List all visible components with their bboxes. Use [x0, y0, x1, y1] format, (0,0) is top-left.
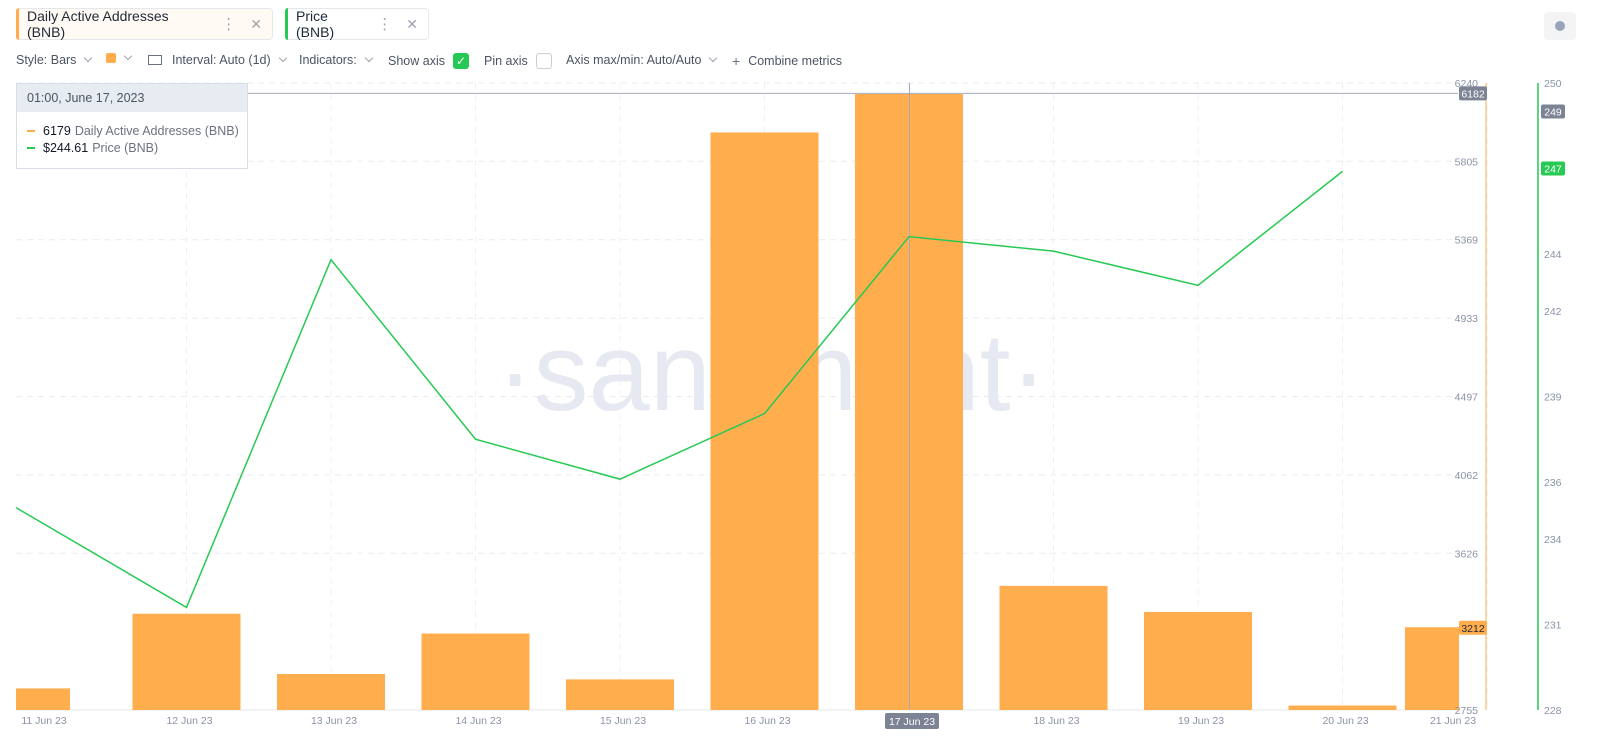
- axis-value-marker-label-price: 249: [1544, 107, 1562, 119]
- y-axis-tick-label-price: 234: [1544, 534, 1562, 546]
- axis-value-marker-price: [1541, 161, 1565, 176]
- calendar-icon: [148, 55, 162, 65]
- x-axis-tick-label: 19 Jun 23: [1178, 715, 1224, 727]
- x-axis-tick-label: 14 Jun 23: [455, 715, 501, 727]
- indicators-dropdown[interactable]: Indicators:: [299, 53, 373, 67]
- axis-value-marker-label-daa: 6182: [1461, 88, 1485, 100]
- bar-daily-active-addresses: [132, 613, 241, 710]
- bar-daily-active-addresses: [566, 679, 674, 710]
- line-price: [15, 170, 1343, 609]
- chart-tooltip: 01:00, June 17, 2023 6179 Daily Active A…: [16, 83, 248, 169]
- close-icon[interactable]: ✕: [406, 15, 418, 32]
- y-axis-tick-label-daa: 5805: [1455, 156, 1479, 168]
- metric-color-bar: [16, 8, 19, 40]
- metric-tab-daily-active-addresses[interactable]: Daily Active Addresses (BNB) ⋮ ✕: [16, 8, 273, 40]
- x-axis-tick-label: 20 Jun 23: [1322, 715, 1368, 727]
- more-options-icon[interactable]: ⋮: [377, 16, 393, 33]
- bar-daily-active-addresses: [277, 674, 385, 710]
- bar-daily-active-addresses: [710, 132, 819, 711]
- tooltip-label: Price (BNB): [92, 141, 159, 155]
- bar-daily-active-addresses: [1405, 627, 1459, 710]
- metric-tab-label: Price (BNB): [296, 8, 335, 40]
- tooltip-row-price: $244.61 Price (BNB): [27, 141, 158, 155]
- axis-value-marker-label-daa: 3212: [1461, 623, 1485, 635]
- interval-label: Interval: Auto (1d): [172, 53, 271, 67]
- close-icon[interactable]: ✕: [250, 15, 262, 32]
- y-axis-tick-label-price: 228: [1544, 705, 1562, 717]
- y-axis-tick-label-price: 231: [1544, 620, 1562, 632]
- x-axis-tick-label: 13 Jun 23: [311, 715, 357, 727]
- metric-color-bar: [285, 8, 288, 40]
- plus-icon: +: [732, 53, 741, 69]
- show-axis-label: Show axis: [388, 54, 445, 68]
- checkbox-checked-icon[interactable]: ✓: [452, 53, 469, 69]
- pin-axis-label: Pin axis: [484, 54, 528, 68]
- x-axis-highlight-marker: [885, 713, 939, 729]
- settings-button[interactable]: [1544, 12, 1576, 40]
- tooltip-row-daa: 6179 Daily Active Addresses (BNB): [27, 124, 239, 138]
- x-axis-tick-label: 21 Jun 23: [1430, 715, 1476, 727]
- y-axis-tick-label-daa: 5369: [1455, 235, 1479, 247]
- pin-axis-toggle[interactable]: Pin axis: [484, 53, 552, 69]
- y-axis-tick-label-daa: 3626: [1455, 548, 1479, 560]
- show-axis-toggle[interactable]: Show axis ✓: [388, 53, 469, 69]
- axis-value-marker-daa: [1459, 620, 1487, 635]
- style-label: Style: Bars: [16, 53, 77, 67]
- y-axis-tick-label-price: 236: [1544, 477, 1562, 489]
- combine-metrics-button[interactable]: + Combine metrics: [732, 53, 842, 69]
- y-axis-tick-label-price: 239: [1544, 392, 1562, 404]
- bar-daily-active-addresses: [16, 688, 70, 710]
- axis-minmax-dropdown[interactable]: Axis max/min: Auto/Auto: [566, 53, 718, 67]
- tooltip-date: 01:00, June 17, 2023: [17, 84, 247, 112]
- tooltip-value: 6179: [43, 124, 71, 138]
- x-axis-tick-label: 18 Jun 23: [1033, 715, 1079, 727]
- color-swatch: [106, 53, 116, 63]
- color-dropdown[interactable]: [106, 51, 133, 63]
- x-axis-tick-label: 15 Jun 23: [600, 715, 646, 727]
- y-axis-tick-label-price: 244: [1544, 249, 1562, 261]
- metric-tab-price[interactable]: Price (BNB) ⋮ ✕: [285, 8, 429, 40]
- series-color-dash: [27, 147, 35, 149]
- metric-tab-label: Daily Active Addresses (BNB): [27, 8, 169, 40]
- bar-daily-active-addresses: [999, 585, 1108, 710]
- tooltip-value: $244.61: [43, 141, 89, 155]
- style-dropdown[interactable]: Style: Bars: [16, 53, 93, 67]
- y-axis-tick-label-price: 250: [1544, 78, 1562, 90]
- y-axis-tick-label-daa: 4497: [1455, 392, 1479, 404]
- checkbox-unchecked-icon[interactable]: [535, 53, 552, 69]
- bar-daily-active-addresses: [1144, 611, 1252, 710]
- more-options-icon[interactable]: ⋮: [221, 16, 237, 33]
- axis-value-marker-price: [1541, 104, 1565, 119]
- bar-daily-active-addresses: [421, 633, 530, 710]
- y-axis-tick-label-daa: 4933: [1455, 313, 1479, 325]
- series-color-dash: [27, 130, 35, 132]
- x-axis-tick-label: 17 Jun 23: [889, 716, 935, 728]
- axis-value-marker-daa: [1459, 86, 1487, 101]
- y-axis-tick-label-daa: 4062: [1455, 470, 1479, 482]
- bar-daily-active-addresses: [1288, 705, 1397, 710]
- axis-minmax-label: Axis max/min: Auto/Auto: [566, 53, 702, 67]
- indicators-label: Indicators:: [299, 53, 357, 67]
- combine-metrics-label: Combine metrics: [748, 54, 842, 68]
- tooltip-label: Daily Active Addresses (BNB): [74, 124, 239, 138]
- settings-dot-icon: [1555, 21, 1565, 31]
- x-axis-tick-label: 11 Jun 23: [21, 715, 67, 727]
- y-axis-tick-label-daa: 2755: [1455, 705, 1479, 717]
- axis-value-marker-label-price: 247: [1544, 164, 1562, 176]
- y-axis-tick-label-price: 242: [1544, 306, 1562, 318]
- x-axis-tick-label: 12 Jun 23: [166, 715, 212, 727]
- x-axis-tick-label: 16 Jun 23: [744, 715, 790, 727]
- interval-dropdown[interactable]: Interval: Auto (1d): [148, 53, 287, 67]
